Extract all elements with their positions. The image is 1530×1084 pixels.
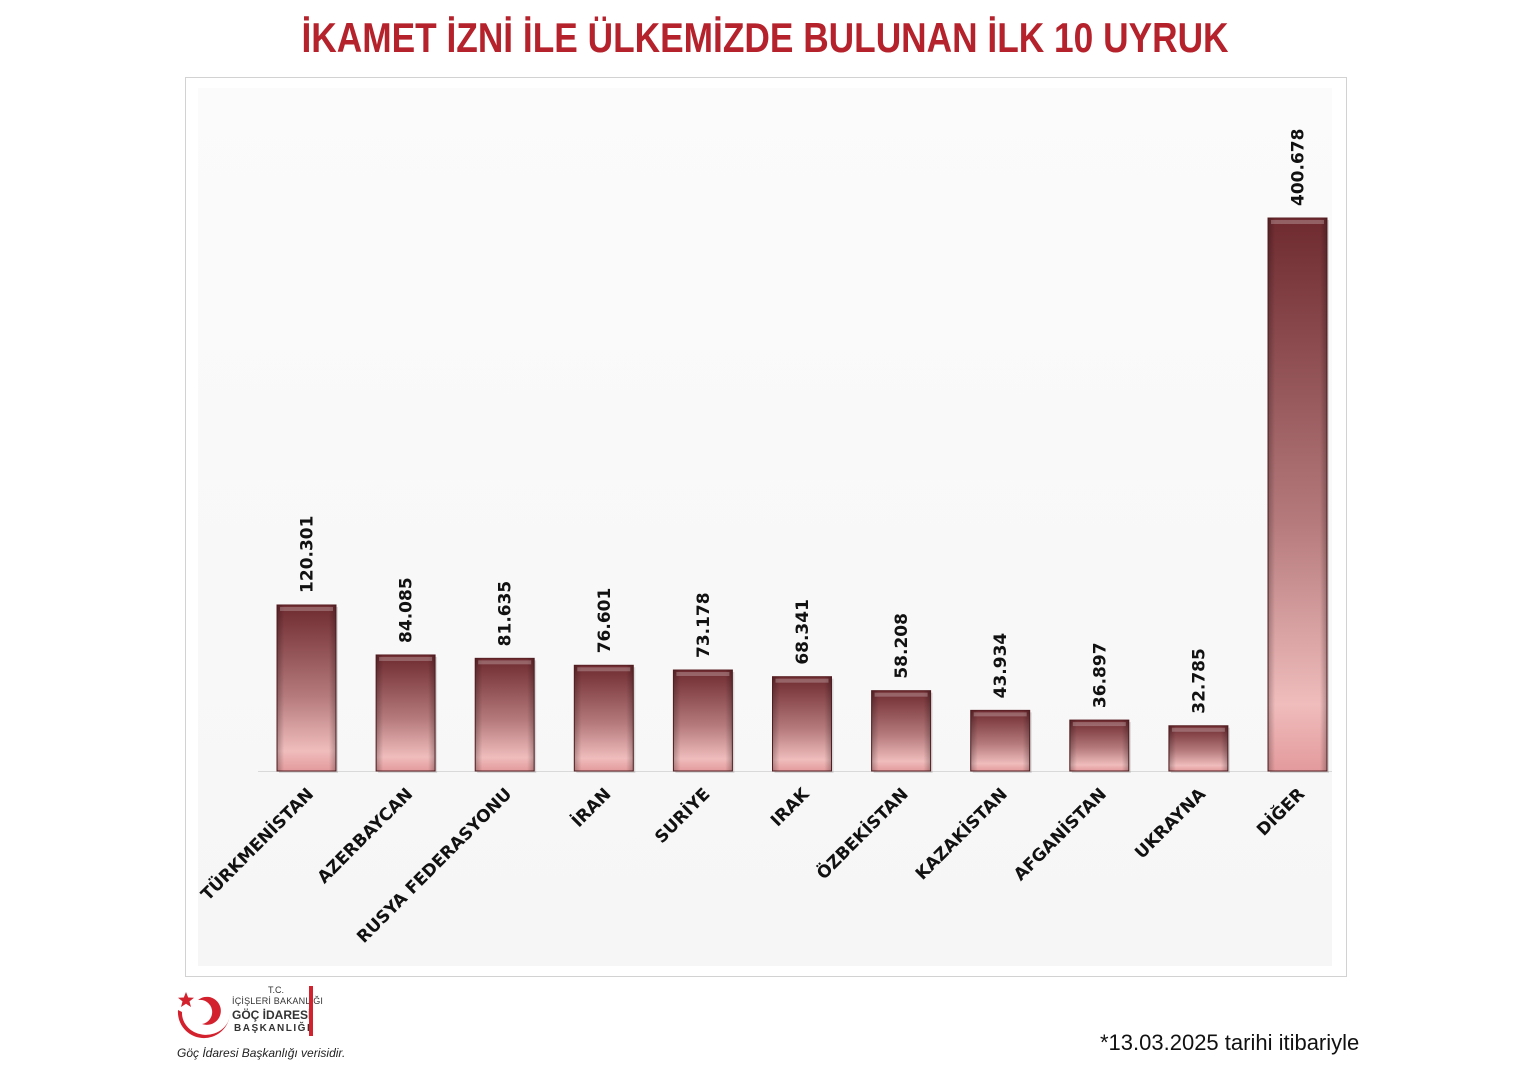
logo-divider — [309, 986, 313, 1036]
chart-frame: 120.301 TÜRKMENİSTAN 84.085 AZERBAYCAN 81.63… — [185, 77, 1347, 977]
bar-top-highlight — [478, 660, 532, 665]
bar-top-highlight — [577, 667, 631, 672]
value-label: 32.785 — [1189, 648, 1209, 714]
bar-top-highlight — [973, 712, 1027, 717]
crescent-star-icon — [177, 992, 230, 1039]
bar-top-highlight — [775, 678, 829, 683]
logo-presidency-text: BAŞKANLIĞI — [234, 1023, 312, 1034]
bar-top-highlight — [1072, 722, 1126, 727]
bar-bevel — [673, 670, 733, 771]
bar-bevel — [574, 665, 634, 771]
value-label: 120.301 — [298, 516, 318, 593]
bar-chart: 120.301TÜRKMENİSTAN84.085AZERBAYCAN81.63… — [196, 88, 1332, 966]
bar-top-highlight — [676, 672, 730, 677]
bar-bevel — [376, 654, 436, 771]
bar-bevel — [871, 690, 931, 771]
bar-bevel — [475, 658, 535, 771]
bar-bevel — [277, 604, 336, 771]
bar-top-highlight — [1271, 220, 1324, 224]
bar-bevel — [772, 676, 832, 771]
bar-bevel — [1268, 218, 1327, 771]
bar-top-highlight — [874, 692, 928, 697]
chart-title: İKAMET İZNİ İLE ÜLKEMİZDE BULUNAN İLK 10… — [301, 14, 1229, 61]
value-label: 36.897 — [1090, 642, 1110, 708]
value-label: 43.934 — [991, 633, 1011, 699]
value-label: 68.341 — [793, 599, 813, 665]
value-label: 76.601 — [595, 588, 615, 654]
bar-bevel — [970, 710, 1030, 771]
bar-top-highlight — [1171, 727, 1225, 732]
logo-agency-text: GÖÇ İDARESİ — [232, 1008, 312, 1022]
logo-tc-text: T.C. — [268, 985, 285, 995]
plot-area — [198, 88, 1332, 966]
bar-bevel — [1069, 720, 1129, 771]
goc-idaresi-logo — [172, 984, 322, 1046]
bar-bevel — [1168, 725, 1228, 771]
bar-top-highlight — [280, 606, 333, 611]
logo-ministry-text: İÇİŞLERİ BAKANLIĞI — [232, 996, 324, 1006]
value-label: 400.678 — [1289, 129, 1309, 206]
date-note: *13.03.2025 tarihi itibariyle — [1100, 1030, 1360, 1055]
source-note: Göç İdaresi Başkanlığı verisidir. — [177, 1046, 346, 1060]
value-label: 73.178 — [694, 592, 714, 658]
bar-top-highlight — [379, 656, 433, 661]
value-label: 81.635 — [496, 581, 516, 647]
value-label: 58.208 — [892, 613, 912, 679]
value-label: 84.085 — [397, 577, 417, 643]
